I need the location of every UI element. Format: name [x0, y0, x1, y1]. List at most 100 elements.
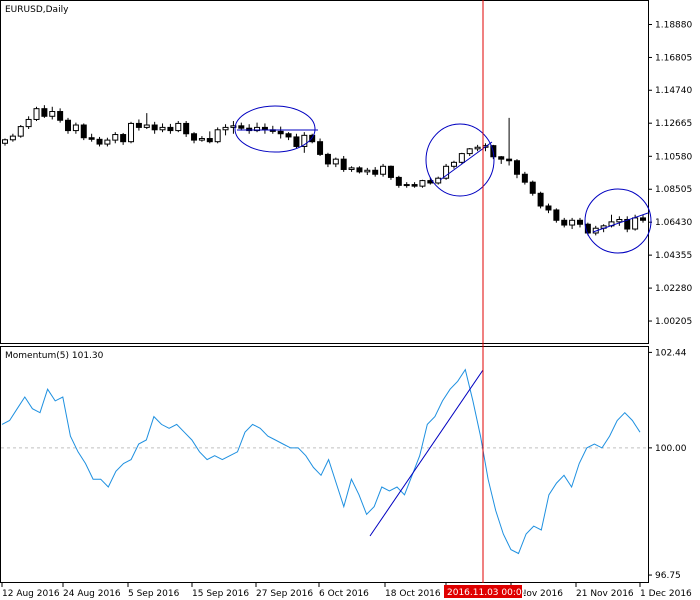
candle-body [214, 129, 221, 143]
price-y-tick-label: 1.04355 [655, 251, 692, 261]
annotation-ellipse-2[interactable] [425, 123, 495, 197]
candle-body [364, 169, 371, 173]
candle-body [254, 126, 261, 132]
momentum-chart-title: Momentum(5) 101.30 [5, 351, 104, 361]
candle-body [301, 134, 308, 147]
candle-body [222, 126, 229, 131]
candle-body [498, 156, 505, 160]
candle-body [9, 135, 16, 141]
candle-body [112, 134, 119, 141]
price-chart-title: EURUSD,Daily [5, 5, 69, 15]
candle-body [474, 146, 481, 150]
time-tick-label: 24 Aug 2016 [63, 589, 121, 599]
price-y-tick-label: 1.16805 [655, 53, 692, 63]
time-tick-label: 18 Oct 2016 [385, 589, 441, 599]
annotation-ellipse-3[interactable] [584, 188, 652, 254]
candle-body [403, 184, 410, 187]
momentum-line [1, 368, 641, 555]
candle-body [529, 181, 536, 194]
candlestick-series [2, 105, 646, 236]
candle-body [387, 165, 394, 178]
price-panel-frame [0, 0, 649, 344]
annotation-ellipse-1[interactable] [234, 105, 316, 153]
time-tick-label: 5 Sep 2016 [128, 589, 180, 599]
candle-body [96, 138, 103, 145]
momentum-y-tick-label: 100.00 [655, 444, 687, 454]
price-y-tick-label: 1.18880 [655, 21, 692, 31]
candle-body [151, 124, 158, 131]
candle-body [143, 124, 150, 128]
price-y-tick-label: 1.14740 [655, 86, 692, 96]
time-tick-label: 1 Dec 2016 [640, 589, 692, 599]
momentum-y-axis: 102.44 100.00 96.75 [648, 348, 687, 581]
candle-body [135, 122, 142, 128]
candle-body [104, 139, 111, 145]
candle-body [159, 126, 166, 131]
candle-body [246, 127, 253, 132]
crosshair-time-label-bg [444, 585, 522, 598]
candle-body [230, 125, 237, 128]
candle-body [450, 161, 457, 167]
price-y-tick-label: 1.08505 [655, 185, 692, 195]
candle-body [332, 158, 339, 165]
time-tick-label: 9 Nov 2016 [511, 589, 563, 599]
time-tick-label: 15 Sep 2016 [192, 589, 249, 599]
momentum-y-tick-label: 102.44 [655, 348, 687, 358]
candle-body [238, 125, 245, 129]
candle-body [175, 122, 182, 132]
momentum-trendline[interactable] [369, 369, 484, 537]
candle-body [356, 167, 363, 173]
candle-body [261, 126, 268, 131]
candle-body [198, 138, 205, 141]
price-y-tick-label: 1.00205 [655, 317, 692, 327]
candle-body [324, 153, 331, 165]
candle-body [419, 180, 426, 187]
candle-body [167, 126, 174, 132]
candle-body [33, 108, 40, 120]
price-y-tick-label: 1.02280 [655, 284, 692, 294]
candle-body [435, 177, 442, 184]
candle-body [25, 118, 32, 128]
price-y-tick-label: 1.12665 [655, 119, 692, 129]
candle-body [41, 108, 48, 117]
candle-body [624, 218, 631, 230]
price-y-tick-label: 1.10580 [655, 152, 692, 162]
candle-body [632, 217, 639, 230]
candle-body [293, 136, 300, 147]
candle-body [17, 126, 24, 137]
candle-body [49, 111, 56, 117]
candle-body [277, 130, 284, 135]
candle-body [458, 153, 465, 163]
candle-body [569, 219, 576, 226]
candle-body [57, 111, 64, 121]
candle-body [545, 205, 552, 211]
annotation-circles[interactable] [234, 105, 652, 254]
candle-body [285, 133, 292, 138]
candle-body [88, 137, 95, 140]
time-axis: 12 Aug 2016 24 Aug 2016 5 Sep 2016 15 Sep 2… [1, 583, 692, 599]
candle-body [411, 184, 418, 187]
candle-body [561, 219, 568, 226]
price-y-tick-label: 1.06430 [655, 218, 692, 228]
candle-body [80, 124, 87, 139]
candle-body [317, 141, 324, 155]
candle-body [395, 176, 402, 186]
crosshair-time-label: 2016.11.03 00:00 [444, 585, 528, 598]
time-tick-label: 27 Sep 2016 [256, 589, 313, 599]
candle-body [443, 165, 450, 179]
candle-body [348, 167, 355, 170]
candle-body [206, 138, 213, 143]
candle-body [616, 218, 623, 223]
candle-body [640, 217, 646, 221]
momentum-y-tick-label: 96.75 [655, 571, 681, 581]
trendline-3[interactable] [592, 212, 649, 233]
time-tick-label: 21 Nov 2016 [576, 589, 634, 599]
candle-body [120, 134, 127, 143]
candle-body [340, 158, 347, 170]
crosshair-time-text: 2016.11.03 00:00 [447, 588, 528, 598]
candle-body [576, 219, 583, 225]
candle-body [372, 169, 379, 175]
candle-body [553, 209, 560, 221]
candle-body [2, 139, 8, 144]
